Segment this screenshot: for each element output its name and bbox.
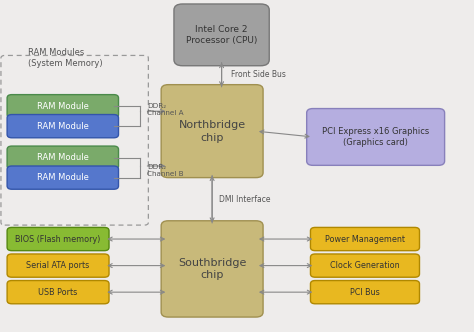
Text: Intel Core 2
Processor (CPU): Intel Core 2 Processor (CPU) [186, 25, 257, 45]
FancyBboxPatch shape [161, 221, 263, 317]
FancyBboxPatch shape [7, 166, 118, 189]
Text: RAM Module: RAM Module [37, 153, 89, 162]
FancyBboxPatch shape [310, 281, 419, 304]
Text: BIOS (Flash memory): BIOS (Flash memory) [15, 234, 101, 244]
FancyBboxPatch shape [7, 115, 118, 138]
Text: Northbridge
chip: Northbridge chip [179, 120, 246, 142]
Text: USB Ports: USB Ports [38, 288, 78, 297]
Text: Front Side Bus: Front Side Bus [231, 70, 286, 79]
Text: DMI Interface: DMI Interface [219, 195, 271, 204]
Text: PCI Express x16 Graphics
(Graphics card): PCI Express x16 Graphics (Graphics card) [322, 127, 429, 147]
Text: RAM Module: RAM Module [37, 102, 89, 111]
FancyBboxPatch shape [161, 85, 263, 178]
FancyBboxPatch shape [7, 146, 118, 169]
FancyBboxPatch shape [7, 281, 109, 304]
Text: RAM Modules
(System Memory): RAM Modules (System Memory) [28, 48, 103, 68]
FancyBboxPatch shape [174, 4, 269, 66]
Text: Clock Generation: Clock Generation [330, 261, 400, 270]
FancyBboxPatch shape [307, 109, 445, 165]
Text: Southbridge
chip: Southbridge chip [178, 258, 246, 280]
Text: Power Management: Power Management [325, 234, 405, 244]
FancyBboxPatch shape [7, 95, 118, 118]
Text: RAM Module: RAM Module [37, 122, 89, 131]
Text: DDR₂
Channel B: DDR₂ Channel B [147, 164, 183, 178]
Text: Serial ATA ports: Serial ATA ports [27, 261, 90, 270]
FancyBboxPatch shape [7, 254, 109, 277]
FancyBboxPatch shape [310, 227, 419, 251]
FancyBboxPatch shape [7, 227, 109, 251]
Text: RAM Module: RAM Module [37, 173, 89, 182]
Text: DDR₂
Channel A: DDR₂ Channel A [147, 103, 183, 116]
Text: PCI Bus: PCI Bus [350, 288, 380, 297]
FancyBboxPatch shape [310, 254, 419, 277]
